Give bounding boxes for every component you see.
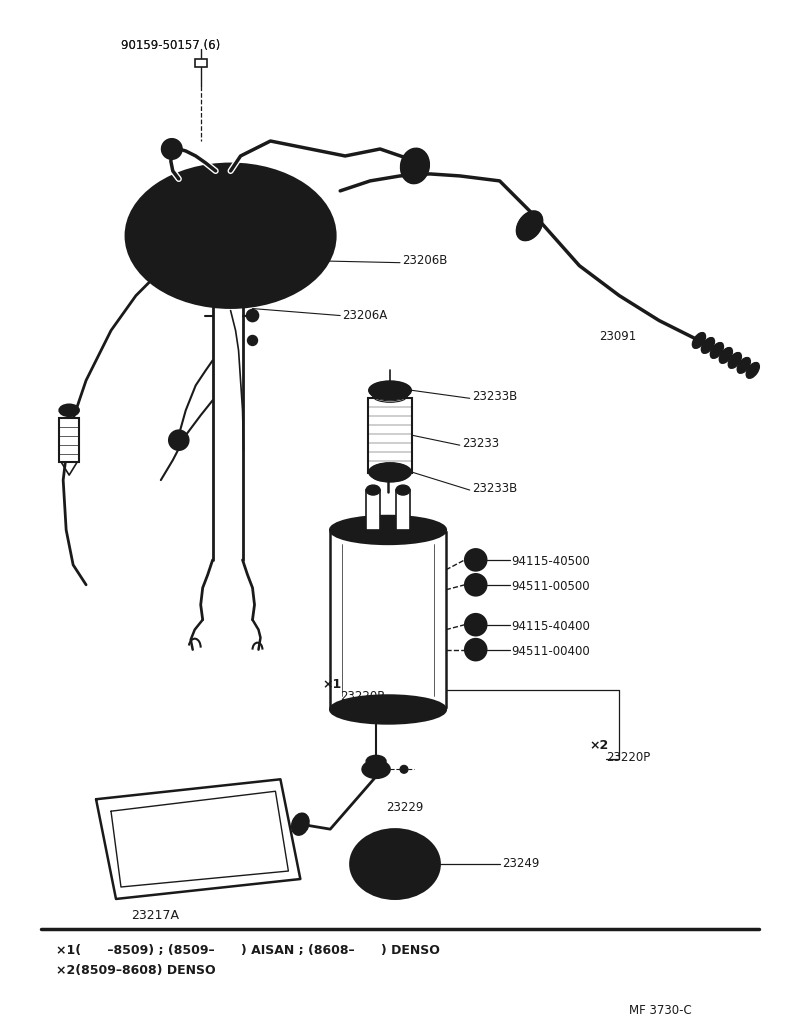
Circle shape: [242, 295, 250, 303]
Circle shape: [307, 264, 315, 272]
Circle shape: [247, 336, 258, 345]
Circle shape: [169, 431, 189, 450]
Circle shape: [162, 139, 182, 159]
Bar: [396, 490, 410, 530]
Ellipse shape: [366, 485, 380, 495]
Ellipse shape: [350, 829, 440, 899]
Text: 94511-00500: 94511-00500: [512, 580, 590, 593]
Text: W: W: [470, 646, 481, 656]
Ellipse shape: [692, 333, 706, 348]
Text: 23233B: 23233B: [472, 482, 517, 495]
Text: N: N: [472, 621, 480, 630]
Circle shape: [465, 614, 486, 636]
Ellipse shape: [126, 164, 335, 308]
Bar: [59, 418, 79, 462]
Text: 23249: 23249: [502, 857, 539, 870]
Text: 90159-50157 (6): 90159-50157 (6): [121, 39, 220, 53]
Polygon shape: [111, 791, 288, 887]
Text: 23091: 23091: [599, 331, 637, 343]
Circle shape: [146, 264, 154, 272]
Text: 23220P: 23220P: [606, 751, 650, 764]
Ellipse shape: [719, 347, 733, 364]
Text: 23220P: 23220P: [340, 689, 385, 702]
Text: MF 3730-C: MF 3730-C: [630, 1003, 692, 1017]
Circle shape: [465, 549, 486, 571]
Ellipse shape: [517, 211, 542, 240]
Circle shape: [250, 312, 255, 318]
Ellipse shape: [728, 352, 742, 369]
Ellipse shape: [710, 343, 723, 358]
Text: 90159-50157 (6): 90159-50157 (6): [121, 39, 220, 53]
Bar: [330, 531, 446, 708]
Text: W: W: [470, 581, 481, 591]
Circle shape: [226, 168, 234, 176]
Text: 23233: 23233: [462, 437, 499, 450]
Bar: [366, 490, 380, 530]
Circle shape: [213, 217, 249, 253]
Text: ×2(8509–8608) DENSO: ×2(8509–8608) DENSO: [56, 964, 216, 976]
Ellipse shape: [366, 755, 386, 767]
Text: 23206A: 23206A: [342, 309, 387, 321]
Ellipse shape: [359, 836, 431, 892]
Text: ×2: ×2: [590, 740, 609, 752]
Ellipse shape: [369, 381, 411, 400]
Circle shape: [298, 191, 306, 199]
Ellipse shape: [738, 357, 750, 373]
Ellipse shape: [401, 148, 429, 183]
Bar: [368, 399, 412, 473]
Circle shape: [400, 765, 408, 774]
Ellipse shape: [369, 464, 411, 481]
Text: 23229: 23229: [386, 801, 423, 815]
Circle shape: [221, 226, 241, 246]
Circle shape: [465, 639, 486, 660]
Circle shape: [246, 310, 258, 321]
Ellipse shape: [59, 405, 79, 416]
Ellipse shape: [330, 516, 446, 544]
Text: ×1(      –8509) ; (8509–      ) AISAN ; (8608–      ) DENSO: ×1( –8509) ; (8509– ) AISAN ; (8608– ) D…: [56, 943, 440, 957]
Ellipse shape: [362, 760, 390, 779]
Ellipse shape: [330, 695, 446, 723]
Circle shape: [226, 231, 235, 241]
Circle shape: [465, 574, 486, 595]
Circle shape: [139, 210, 147, 218]
Text: N: N: [472, 556, 480, 565]
Text: 23217A: 23217A: [131, 908, 179, 922]
Ellipse shape: [396, 485, 410, 495]
Text: 94115-40400: 94115-40400: [512, 620, 590, 632]
Text: 23233B: 23233B: [472, 390, 517, 404]
Text: 94115-40500: 94115-40500: [512, 555, 590, 568]
Text: ×1: ×1: [322, 678, 342, 690]
Ellipse shape: [292, 814, 309, 835]
Ellipse shape: [702, 338, 714, 353]
Text: 23206B: 23206B: [402, 253, 447, 267]
Ellipse shape: [746, 363, 759, 378]
Text: 94511-00400: 94511-00400: [512, 645, 590, 657]
Ellipse shape: [135, 173, 326, 299]
Bar: [194, 60, 206, 67]
